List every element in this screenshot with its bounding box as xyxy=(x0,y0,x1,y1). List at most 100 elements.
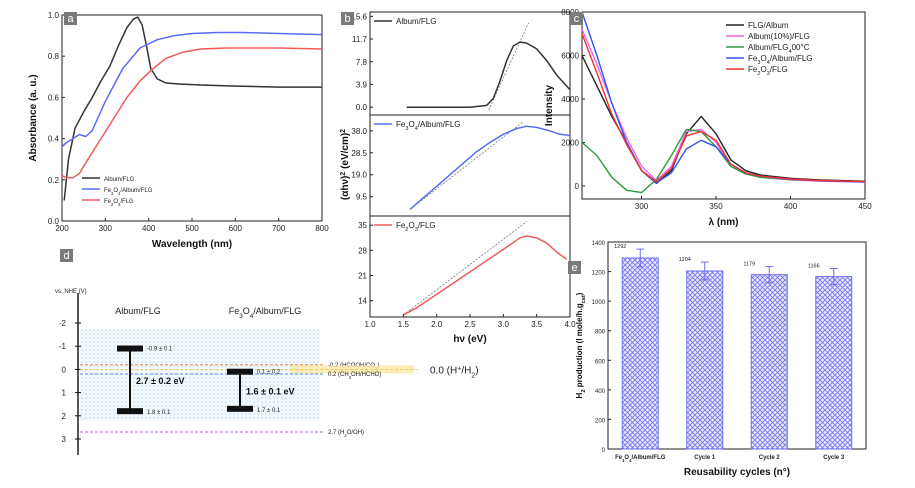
y-tick-label: 3 xyxy=(62,435,67,444)
y-tick-label: 4000 xyxy=(561,95,579,104)
panel-tag-box xyxy=(64,12,77,25)
legend-label: Fe3O4/Album/FLG xyxy=(396,120,461,132)
series-line xyxy=(63,16,322,201)
y-tick-label: 0.0 xyxy=(356,103,368,112)
redox-level-label: 2.7 (H2O/OH) xyxy=(328,430,364,438)
x-tick-label: 300 xyxy=(635,202,649,211)
panel-b: 0.0 3.9 7.8 11.7 15.6 Album/FLG 9.5 19.0 28.5 38.… xyxy=(340,11,576,345)
x-tick-label: 1.0 xyxy=(364,320,376,329)
series-line xyxy=(581,33,866,183)
y-tick-label: 0 xyxy=(62,365,67,374)
y-tick-label: 14 xyxy=(358,297,367,306)
x-tick-label: 450 xyxy=(858,202,872,211)
y-tick-label: 3.9 xyxy=(356,80,368,89)
y-tick-label: -1 xyxy=(59,342,67,351)
legend-label: Fe2O3/FLG xyxy=(104,199,134,207)
y-tick-label: 35 xyxy=(358,221,367,230)
panel-tag-box xyxy=(568,261,581,274)
legend-label: FLG/Album xyxy=(748,21,789,30)
x-tick-label: 700 xyxy=(272,224,286,233)
x-axis-label: Reusability cycles (n°) xyxy=(684,467,790,478)
y-tick-label: 21 xyxy=(358,271,367,280)
plot-frame xyxy=(581,11,866,200)
y-tick-label: 0.2 xyxy=(48,176,60,185)
panel-tag-label: d xyxy=(63,250,69,262)
panel-tag-label: c xyxy=(574,13,580,25)
y-tick-label: 0 xyxy=(575,182,580,191)
x-axis-label: λ (nm) xyxy=(709,217,739,228)
tauc-fit-line xyxy=(409,121,524,210)
series-line xyxy=(406,41,571,108)
panel-tag-label: a xyxy=(67,13,74,25)
y-tick-label: 19.0 xyxy=(351,171,367,180)
panel-c: 30035040045002000400060008000λ (nm)Inten… xyxy=(544,8,872,228)
panel-tag-label: e xyxy=(571,262,577,274)
panel-e: 0 200 400 600 800 1000 1200 1400 1292 Fe3O4/Album… xyxy=(568,241,867,478)
y-tick-label: 0.6 xyxy=(48,93,60,102)
series-line xyxy=(402,235,568,316)
legend-label: Fe2O3/FLG xyxy=(748,65,788,77)
y-tick-label: 38.0 xyxy=(351,127,367,136)
x-tick-label: 2.0 xyxy=(431,320,443,329)
legend-label: Fe2O3/FLG xyxy=(396,221,436,233)
y-axis-label: (αhν)2 (eV/cm)2 xyxy=(340,129,352,200)
x-tick-label: 3.0 xyxy=(498,320,510,329)
bar-value-label: 1204 xyxy=(679,257,691,263)
series-line xyxy=(581,29,866,183)
y-tick-label: -2 xyxy=(59,319,67,328)
panel-a: 200 300 400 500 600 700 800 0.0 0.2 0.4 0.6 0.8 1.0 W… xyxy=(28,11,329,250)
bar xyxy=(621,257,659,450)
y-tick-label: 1200 xyxy=(592,271,606,277)
y-axis-label: Absorbance (a. u.) xyxy=(28,74,39,161)
y-tick-label: 28 xyxy=(358,246,367,255)
y-tick-label: 0 xyxy=(602,448,606,454)
series-line xyxy=(61,31,323,148)
y-axis-label: Intensity xyxy=(544,85,555,127)
bar-value-label: 1166 xyxy=(808,263,820,269)
legend-label: Album/FLG xyxy=(104,177,135,183)
y-tick-label: 400 xyxy=(595,389,606,395)
y-tick-label: 1000 xyxy=(592,300,606,306)
x-tick-label: Cycle 2 xyxy=(759,455,781,461)
legend-label: Album/FLG400°C xyxy=(748,43,810,55)
y-tick-label: 0.0 xyxy=(48,217,60,226)
y-tick-label: 1 xyxy=(62,389,67,398)
panel-tag-box xyxy=(570,12,583,25)
series-line xyxy=(61,47,323,179)
x-tick-label: Cycle 3 xyxy=(823,455,845,461)
material-name: Fe3O4/Album/FLG xyxy=(229,306,302,320)
series-line xyxy=(409,125,571,210)
band-gap-label: 1.6 ± 0.1 eV xyxy=(246,386,294,396)
y-tick-label: 200 xyxy=(595,418,606,424)
x-tick-label: 600 xyxy=(229,224,243,233)
x-tick-label: Cycle 1 xyxy=(694,455,716,461)
tauc-fit-line xyxy=(403,221,527,316)
y-tick-label: 1400 xyxy=(592,241,606,247)
x-tick-label: 300 xyxy=(99,224,113,233)
x-tick-label: 800 xyxy=(315,224,329,233)
x-tick-label: 3.5 xyxy=(531,320,543,329)
y-tick-label: 600 xyxy=(595,359,606,365)
series-line xyxy=(581,55,866,185)
vb-potential-label: 1.7 ± 0.1 xyxy=(257,408,281,414)
bar xyxy=(815,276,853,450)
y-tick-label: 28.5 xyxy=(351,149,367,158)
cb-potential-label: 0.1 ± 0.2 xyxy=(257,370,281,376)
band-gap-label: 2.7 ± 0.2 eV xyxy=(136,376,184,386)
bar xyxy=(750,274,788,450)
bar-value-label: 1179 xyxy=(743,262,755,268)
plot-frame xyxy=(607,241,867,450)
panel-tag-label: b xyxy=(344,13,350,25)
cb-potential-label: -0.9 ± 0.1 xyxy=(147,347,173,353)
y-tick-label: 1.0 xyxy=(48,11,60,20)
x-tick-label: 400 xyxy=(142,224,156,233)
axis-reference-label: vs. NHE (V) xyxy=(55,289,87,295)
bar-value-label: 1292 xyxy=(614,244,626,250)
y-axis-label: H2 production (l mole/h.gcat) xyxy=(575,292,587,398)
band-region xyxy=(80,329,320,421)
y-tick-label: 11.7 xyxy=(352,35,368,44)
y-tick-label: 0.4 xyxy=(48,135,60,144)
x-tick-label: 200 xyxy=(55,224,69,233)
y-tick-label: 7.8 xyxy=(356,58,368,67)
